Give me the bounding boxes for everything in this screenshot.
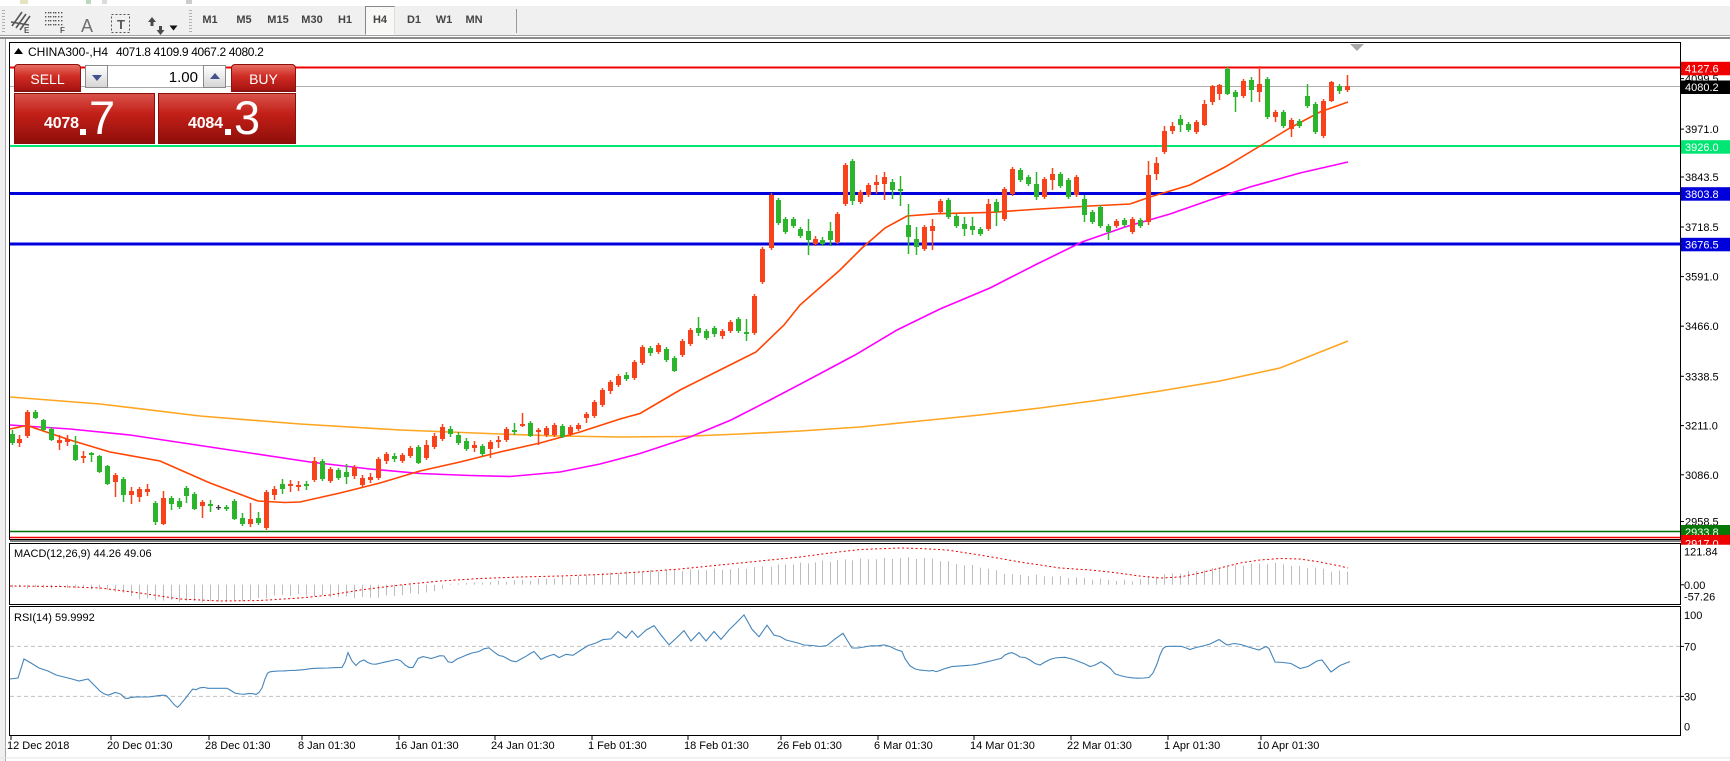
svg-text:3466.0: 3466.0 <box>1685 321 1719 333</box>
svg-text:14 Mar 01:30: 14 Mar 01:30 <box>970 740 1035 752</box>
svg-text:0: 0 <box>1684 722 1690 734</box>
svg-text:1 Feb 01:30: 1 Feb 01:30 <box>588 740 647 752</box>
svg-text:70: 70 <box>1684 641 1696 653</box>
svg-text:3926.0: 3926.0 <box>1685 142 1719 154</box>
svg-text:3718.5: 3718.5 <box>1685 222 1719 234</box>
svg-text:3803.8: 3803.8 <box>1685 189 1719 201</box>
svg-text:3591.0: 3591.0 <box>1685 272 1719 284</box>
svg-text:3338.5: 3338.5 <box>1685 371 1719 383</box>
svg-text:20 Dec 01:30: 20 Dec 01:30 <box>107 740 172 752</box>
svg-text:28 Dec 01:30: 28 Dec 01:30 <box>205 740 270 752</box>
svg-text:4127.6: 4127.6 <box>1685 64 1719 76</box>
svg-text:121.84: 121.84 <box>1684 547 1718 559</box>
svg-text:30: 30 <box>1684 691 1696 703</box>
svg-text:100: 100 <box>1684 610 1702 622</box>
svg-text:12 Dec 2018: 12 Dec 2018 <box>7 740 69 752</box>
svg-text:22 Mar 01:30: 22 Mar 01:30 <box>1067 740 1132 752</box>
svg-text:3843.5: 3843.5 <box>1685 172 1719 184</box>
svg-text:1 Apr 01:30: 1 Apr 01:30 <box>1164 740 1220 752</box>
svg-text:MACD(12,26,9) 44.26 49.06: MACD(12,26,9) 44.26 49.06 <box>14 548 152 560</box>
svg-text:4080.2: 4080.2 <box>1685 82 1719 94</box>
svg-text:8 Jan 01:30: 8 Jan 01:30 <box>298 740 356 752</box>
svg-text:3971.0: 3971.0 <box>1685 124 1719 136</box>
svg-text:6 Mar 01:30: 6 Mar 01:30 <box>874 740 933 752</box>
svg-text:24 Jan 01:30: 24 Jan 01:30 <box>491 740 555 752</box>
svg-text:18 Feb 01:30: 18 Feb 01:30 <box>684 740 749 752</box>
svg-text:F: F <box>60 26 65 34</box>
svg-text:10 Apr 01:30: 10 Apr 01:30 <box>1257 740 1319 752</box>
svg-text:0.00: 0.00 <box>1684 580 1705 592</box>
svg-text:E: E <box>24 26 30 34</box>
svg-text:16 Jan 01:30: 16 Jan 01:30 <box>395 740 459 752</box>
svg-text:26 Feb 01:30: 26 Feb 01:30 <box>777 740 842 752</box>
svg-text:-57.26: -57.26 <box>1684 592 1715 604</box>
svg-text:3211.0: 3211.0 <box>1685 421 1718 433</box>
svg-text:3086.0: 3086.0 <box>1685 470 1719 482</box>
svg-text:RSI(14) 59.9992: RSI(14) 59.9992 <box>14 612 95 624</box>
svg-text:3676.5: 3676.5 <box>1685 240 1719 252</box>
svg-text:2917.0: 2917.0 <box>1685 538 1719 550</box>
svg-text:T: T <box>117 17 125 32</box>
